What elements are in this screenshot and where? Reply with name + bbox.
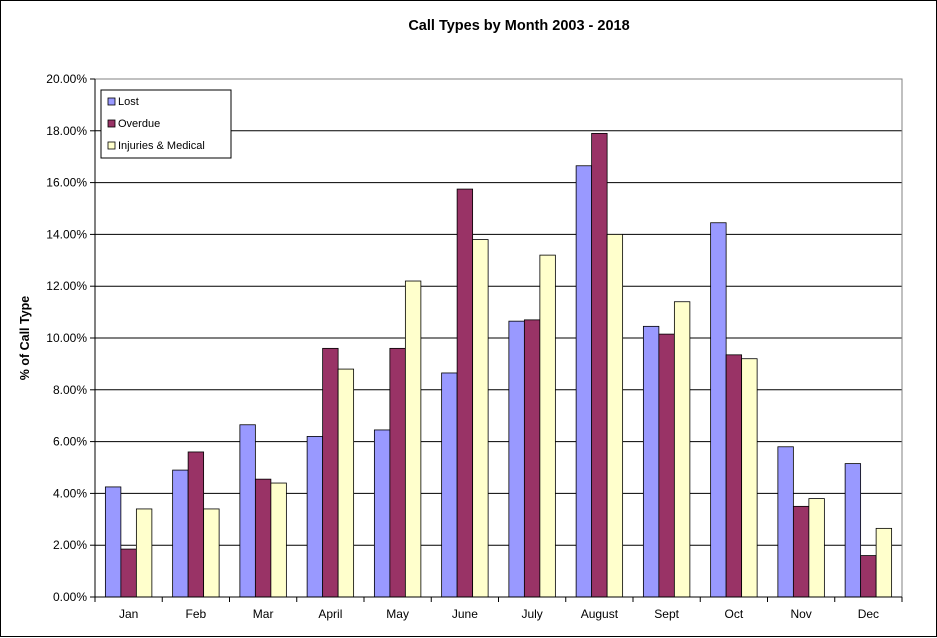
y-tick-label: 4.00% (53, 486, 87, 500)
x-tick-label: May (386, 607, 409, 621)
bars (104, 132, 893, 598)
x-tick-label: July (521, 607, 542, 621)
y-tick-label: 10.00% (46, 331, 87, 345)
x-tick-label: June (452, 607, 478, 621)
bar-injuries-medical-august (606, 233, 624, 598)
x-ticks: Jan Feb Mar April May June July August Sept Oct No… (119, 607, 879, 621)
bar-overdue-oct (725, 354, 743, 598)
bar-injuries-medical-feb (203, 508, 220, 598)
y-tick-label: 8.00% (53, 383, 87, 397)
bar-overdue-may (389, 347, 406, 598)
legend-label: Overdue (118, 118, 160, 130)
bar-injuries-medical-mar (270, 482, 287, 598)
bar-overdue-june (456, 188, 474, 598)
bar-injuries-medical-oct (741, 358, 758, 598)
bar-injuries-medical-sept (673, 301, 691, 598)
legend-label: Injuries & Medical (118, 140, 205, 152)
y-ticks: 0.00% 2.00% 4.00% 6.00% 8.00% 10.00% 12.00% 14.… (46, 72, 87, 604)
x-tick-label: Sept (654, 607, 679, 621)
bar-overdue-april (322, 347, 339, 598)
bar-overdue-jan (120, 548, 137, 598)
bar-injuries-medical-nov (808, 498, 825, 598)
bar-lost-june (441, 372, 458, 598)
bar-overdue-mar (254, 478, 272, 598)
bar-injuries-medical-jan (135, 508, 153, 598)
bar-lost-august (575, 165, 593, 598)
legend-swatch (107, 141, 116, 150)
bar-injuries-medical-may (404, 280, 422, 598)
bar-overdue-july (523, 319, 541, 598)
bar-lost-dec (844, 463, 862, 598)
y-tick-label: 6.00% (53, 435, 87, 449)
legend-swatch (107, 97, 116, 106)
bar-lost-feb (172, 469, 189, 598)
y-tick-label: 20.00% (46, 72, 87, 86)
bar-lost-may (373, 429, 391, 598)
legend-box (100, 89, 232, 159)
y-tick-label: 14.00% (46, 227, 87, 241)
bar-lost-sept (642, 325, 660, 598)
y-tick-label: 2.00% (53, 538, 87, 552)
bar-injuries-medical-april (337, 368, 355, 598)
x-tick-label: Jan (119, 607, 138, 621)
bar-injuries-medical-june (472, 239, 489, 598)
bar-overdue-dec (860, 555, 877, 598)
bar-lost-mar (239, 424, 256, 598)
y-tick-label: 16.00% (46, 176, 87, 190)
bar-lost-jan (104, 486, 122, 598)
chart-title: Call Types by Month 2003 - 2018 (408, 18, 629, 34)
bar-lost-april (306, 436, 324, 598)
bar-overdue-feb (187, 451, 205, 598)
x-tick-label: Dec (858, 607, 879, 621)
legend: Lost Overdue Injuries & Medical (100, 89, 232, 159)
bar-overdue-sept (658, 333, 675, 598)
x-tick-label: Feb (186, 607, 207, 621)
y-tick-label: 0.00% (53, 590, 87, 604)
x-tick-label: Oct (725, 607, 744, 621)
legend-swatch (107, 119, 116, 128)
bar-overdue-nov (792, 505, 810, 598)
legend-label: Lost (118, 96, 139, 108)
x-tick-label: Nov (790, 607, 811, 621)
bar-injuries-medical-dec (875, 527, 893, 598)
y-tick-label: 12.00% (46, 279, 87, 293)
bar-lost-oct (710, 222, 727, 598)
x-tick-label: Mar (253, 607, 274, 621)
y-axis-title: % of Call Type (18, 296, 32, 381)
bar-lost-july (508, 320, 525, 598)
bar-injuries-medical-july (539, 254, 556, 598)
x-tick-label: April (318, 607, 342, 621)
x-tick-label: August (581, 607, 619, 621)
y-tick-label: 18.00% (46, 124, 87, 138)
bar-overdue-august (591, 132, 608, 598)
axes (90, 78, 903, 602)
bar-lost-nov (777, 446, 794, 598)
